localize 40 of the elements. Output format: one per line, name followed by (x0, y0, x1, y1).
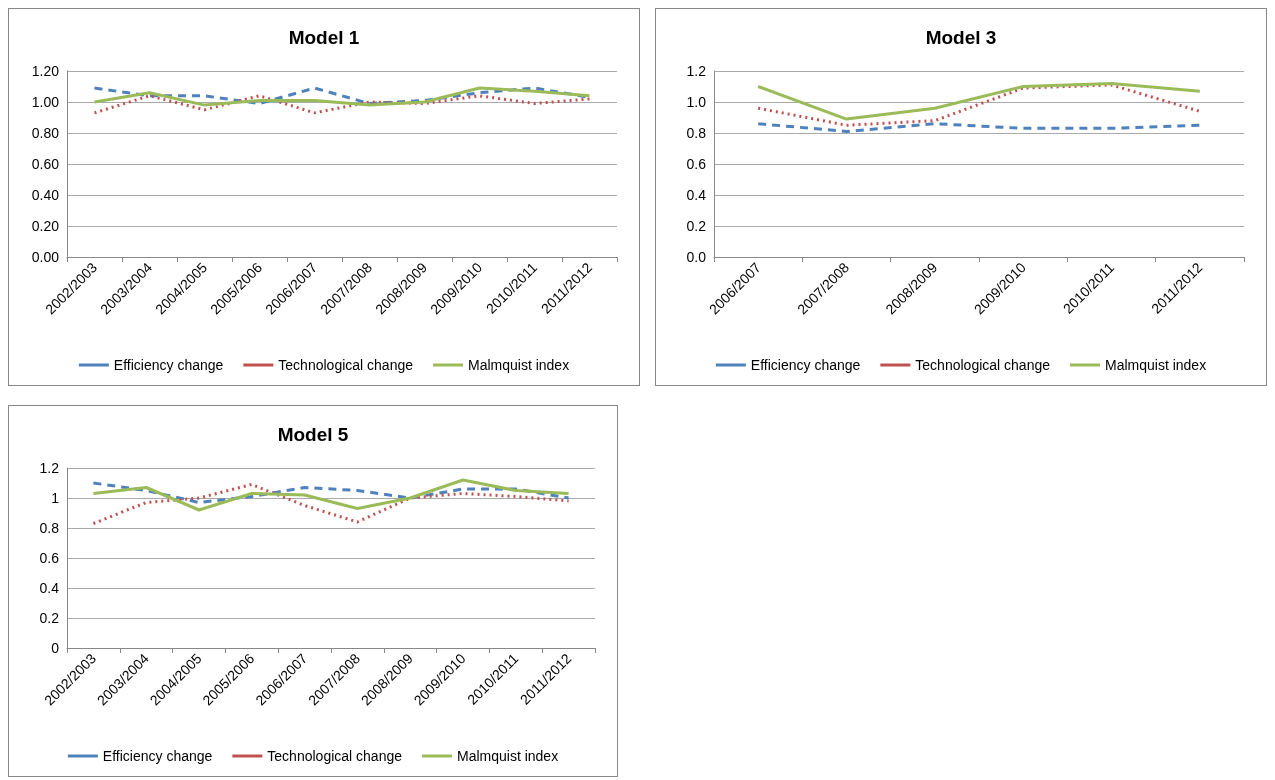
line-series (756, 122, 1202, 133)
line-series (756, 81, 1202, 121)
y-tick-label: 0.20 (31, 218, 60, 234)
line-series (756, 83, 1202, 127)
y-tick-label: 1.00 (31, 94, 60, 110)
chart-title: Model 5 (277, 424, 349, 445)
line-series (91, 478, 571, 512)
y-tick-label: 1.0 (686, 94, 707, 110)
y-tick-label: 1.2 (39, 460, 60, 476)
line-series (93, 94, 591, 115)
y-tick-label: 0.8 (39, 520, 60, 536)
y-tick-label: 0.4 (686, 187, 707, 203)
y-tick-label: 1.20 (31, 63, 60, 79)
y-tick-label: 0.2 (39, 610, 60, 626)
y-tick-label: 0.40 (31, 187, 60, 203)
legend-label: Malmquist index (456, 748, 559, 764)
legend-label: Efficiency change (113, 357, 224, 373)
y-tick-label: 1 (51, 490, 60, 506)
chart-title: Model 3 (925, 27, 997, 48)
y-tick-label: 0.6 (39, 550, 60, 566)
y-tick-label: 0.80 (31, 125, 60, 141)
legend-label: Malmquist index (1104, 357, 1207, 373)
y-tick-label: 0.0 (686, 249, 707, 265)
legend-label: Malmquist index (467, 357, 570, 373)
legend-label: Technological change (267, 748, 403, 764)
legend-label: Efficiency change (750, 357, 861, 373)
legend-label: Technological change (278, 357, 414, 373)
y-tick-label: 0.8 (686, 125, 707, 141)
y-tick-label: 0.6 (686, 156, 707, 172)
line-series (91, 483, 571, 525)
chart-title: Model 1 (288, 27, 360, 48)
y-tick-label: 0.4 (39, 580, 60, 596)
y-tick-label: 0 (51, 640, 60, 656)
y-tick-label: 0.2 (686, 218, 707, 234)
y-tick-label: 1.2 (686, 63, 707, 79)
legend-label: Technological change (915, 357, 1051, 373)
y-tick-label: 0.60 (31, 156, 60, 172)
legend-label: Efficiency change (102, 748, 213, 764)
y-tick-label: 0.00 (31, 249, 60, 265)
line-series (91, 481, 571, 504)
